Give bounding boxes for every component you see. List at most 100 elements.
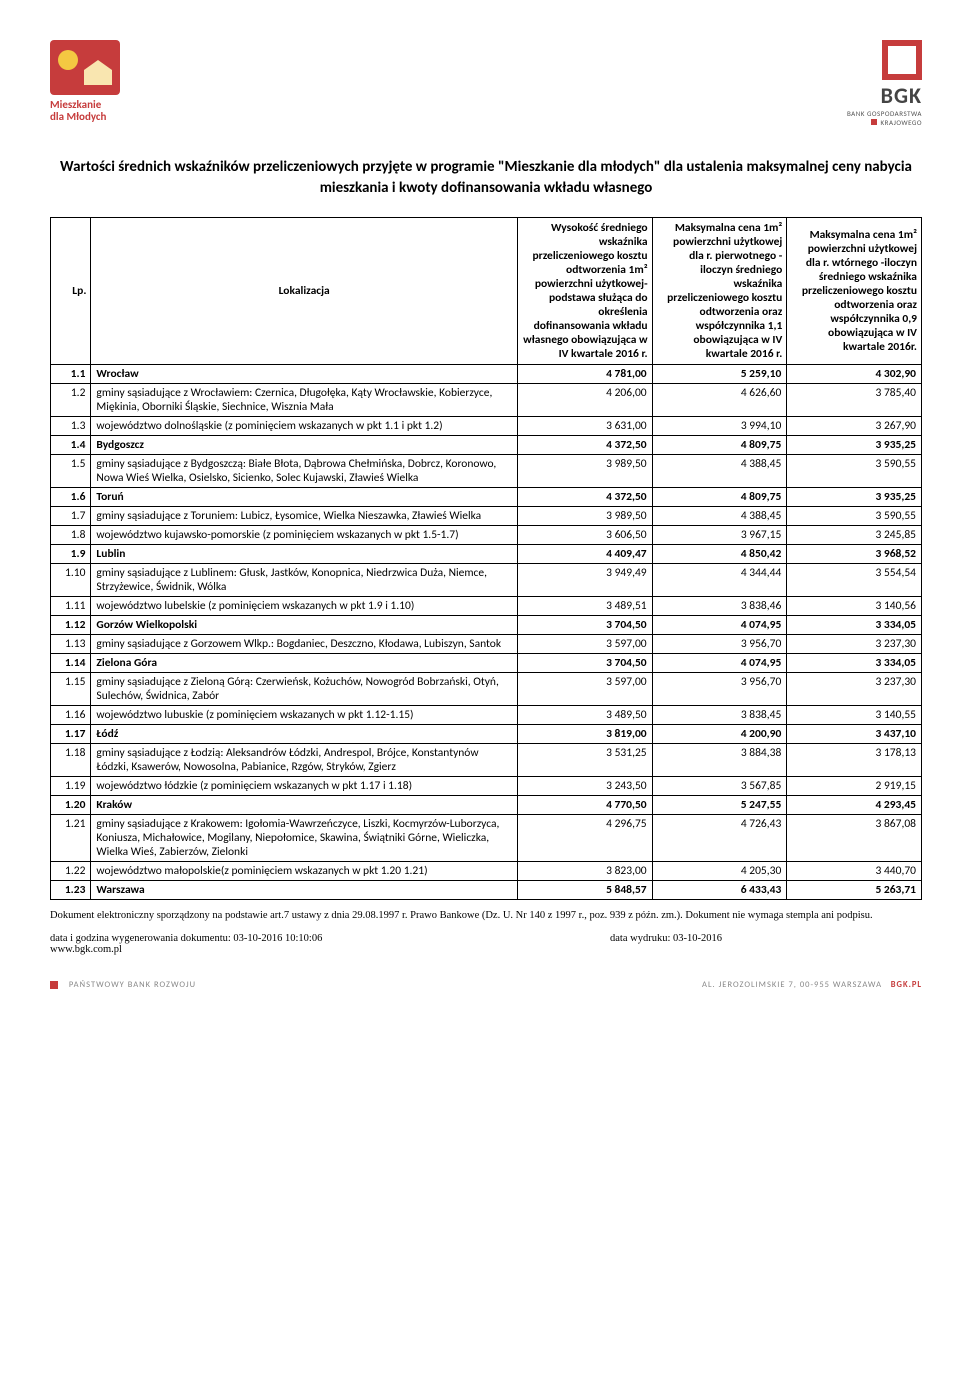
cell-v2: 4 200,90 [652,725,787,744]
cell-loc: Lublin [91,545,518,564]
cell-loc: Zielona Góra [91,654,518,673]
cell-v2: 4 074,95 [652,654,787,673]
cell-v3: 4 293,45 [787,796,922,815]
cell-lp: 1.8 [51,526,91,545]
table-row: 1.16województwo lubuskie (z pominięciem … [51,706,922,725]
cell-v1: 3 989,50 [517,455,652,488]
table-row: 1.2gminy sąsiadujące z Wrocławiem: Czern… [51,384,922,417]
table-row: 1.23Warszawa5 848,576 433,435 263,71 [51,881,922,900]
cell-lp: 1.5 [51,455,91,488]
table-row: 1.17Łódź3 819,004 200,903 437,10 [51,725,922,744]
cell-v3: 3 178,13 [787,744,922,777]
cell-loc: gminy sąsiadujące z Lublinem: Głusk, Jas… [91,564,518,597]
cell-v2: 4 850,42 [652,545,787,564]
logo-bgk-block: BGK BANK GOSPODARSTWA KRAJOWEGO [847,40,922,127]
cell-v2: 4 626,60 [652,384,787,417]
table-row: 1.8województwo kujawsko-pomorskie (z pom… [51,526,922,545]
cell-v1: 3 606,50 [517,526,652,545]
header-c3: Maksymalna cena 1m² powierzchni użytkowe… [787,218,922,365]
cell-v1: 5 848,57 [517,881,652,900]
footer-bottom-left: PAŃSTWOWY BANK ROZWOJU [50,980,196,990]
red-square-icon [50,981,58,989]
header-c1: Wysokość średniego wskaźnika przeliczeni… [517,218,652,365]
cell-loc: gminy sąsiadujące z Bydgoszczą: Białe Bł… [91,455,518,488]
cell-loc: gminy sąsiadujące z Łodzią: Aleksandrów … [91,744,518,777]
bgk-sub2-text: KRAJOWEGO [881,118,922,127]
cell-loc: Warszawa [91,881,518,900]
cell-lp: 1.16 [51,706,91,725]
cell-v1: 3 819,00 [517,725,652,744]
table-row: 1.12Gorzów Wielkopolski3 704,504 074,953… [51,616,922,635]
cell-lp: 1.2 [51,384,91,417]
cell-lp: 1.12 [51,616,91,635]
cell-lp: 1.6 [51,488,91,507]
bgk-sub1: BANK GOSPODARSTWA [847,109,922,118]
cell-lp: 1.21 [51,815,91,862]
cell-loc: województwo lubuskie (z pominięciem wska… [91,706,518,725]
cell-v2: 4 388,45 [652,507,787,526]
header-loc: Lokalizacja [91,218,518,365]
cell-v3: 3 334,05 [787,654,922,673]
table-row: 1.15gminy sąsiadujące z Zieloną Górą: Cz… [51,673,922,706]
cell-loc: województwo dolnośląskie (z pominięciem … [91,417,518,436]
cell-v3: 3 867,08 [787,815,922,862]
cell-lp: 1.22 [51,862,91,881]
bgk-square-icon [882,40,922,80]
cell-v2: 3 567,85 [652,777,787,796]
cell-v2: 6 433,43 [652,881,787,900]
cell-lp: 1.3 [51,417,91,436]
table-row: 1.5gminy sąsiadujące z Bydgoszczą: Białe… [51,455,922,488]
table-row: 1.11województwo lubelskie (z pominięciem… [51,597,922,616]
cell-v2: 3 884,38 [652,744,787,777]
cell-lp: 1.7 [51,507,91,526]
cell-v1: 3 949,49 [517,564,652,597]
cell-v1: 3 704,50 [517,654,652,673]
cell-v3: 3 590,55 [787,507,922,526]
cell-lp: 1.10 [51,564,91,597]
cell-v1: 3 489,51 [517,597,652,616]
cell-loc: Łódź [91,725,518,744]
logo-mdm-block: Mieszkanie dla Młodych [50,40,130,123]
cell-loc: Toruń [91,488,518,507]
cell-loc: gminy sąsiadujące z Krakowem: Igołomia-W… [91,815,518,862]
cell-loc: Kraków [91,796,518,815]
cell-v2: 4 809,75 [652,436,787,455]
cell-v3: 4 302,90 [787,365,922,384]
cell-v1: 3 631,00 [517,417,652,436]
cell-v3: 3 785,40 [787,384,922,417]
mdm-text: Mieszkanie dla Młodych [50,99,130,123]
table-row: 1.13gminy sąsiadujące z Gorzowem Wlkp.: … [51,635,922,654]
table-row: 1.14Zielona Góra3 704,504 074,953 334,05 [51,654,922,673]
cell-lp: 1.14 [51,654,91,673]
cell-v1: 4 770,50 [517,796,652,815]
cell-v3: 3 237,30 [787,673,922,706]
cell-v1: 4 409,47 [517,545,652,564]
footer-legal: Dokument elektroniczny sporządzony na po… [50,910,922,921]
cell-lp: 1.11 [51,597,91,616]
cell-loc: Gorzów Wielkopolski [91,616,518,635]
footer-bottom-left-text: PAŃSTWOWY BANK ROZWOJU [69,980,196,990]
data-table: Lp. Lokalizacja Wysokość średniego wskaź… [50,217,922,900]
cell-v2: 3 956,70 [652,673,787,706]
cell-v3: 3 935,25 [787,488,922,507]
page-title: Wartości średnich wskaźników przeliczeni… [50,157,922,199]
cell-v2: 3 956,70 [652,635,787,654]
cell-lp: 1.13 [51,635,91,654]
cell-v1: 4 372,50 [517,488,652,507]
footer-meta-row: data i godzina wygenerowania dokumentu: … [50,933,922,955]
cell-v3: 5 263,71 [787,881,922,900]
cell-v1: 4 372,50 [517,436,652,455]
cell-v3: 3 437,10 [787,725,922,744]
table-row: 1.22województwo małopolskie(z pominięcie… [51,862,922,881]
table-row: 1.19województwo łódzkie (z pominięciem w… [51,777,922,796]
cell-v1: 3 597,00 [517,673,652,706]
cell-loc: gminy sąsiadujące z Wrocławiem: Czernica… [91,384,518,417]
red-dot-icon [871,119,877,125]
table-row: 1.21gminy sąsiadujące z Krakowem: Igołom… [51,815,922,862]
table-header-row: Lp. Lokalizacja Wysokość średniego wskaź… [51,218,922,365]
cell-v2: 3 838,46 [652,597,787,616]
footer-url: www.bgk.com.pl [50,944,122,955]
cell-v3: 3 554,54 [787,564,922,597]
cell-v1: 3 531,25 [517,744,652,777]
cell-v3: 3 968,52 [787,545,922,564]
